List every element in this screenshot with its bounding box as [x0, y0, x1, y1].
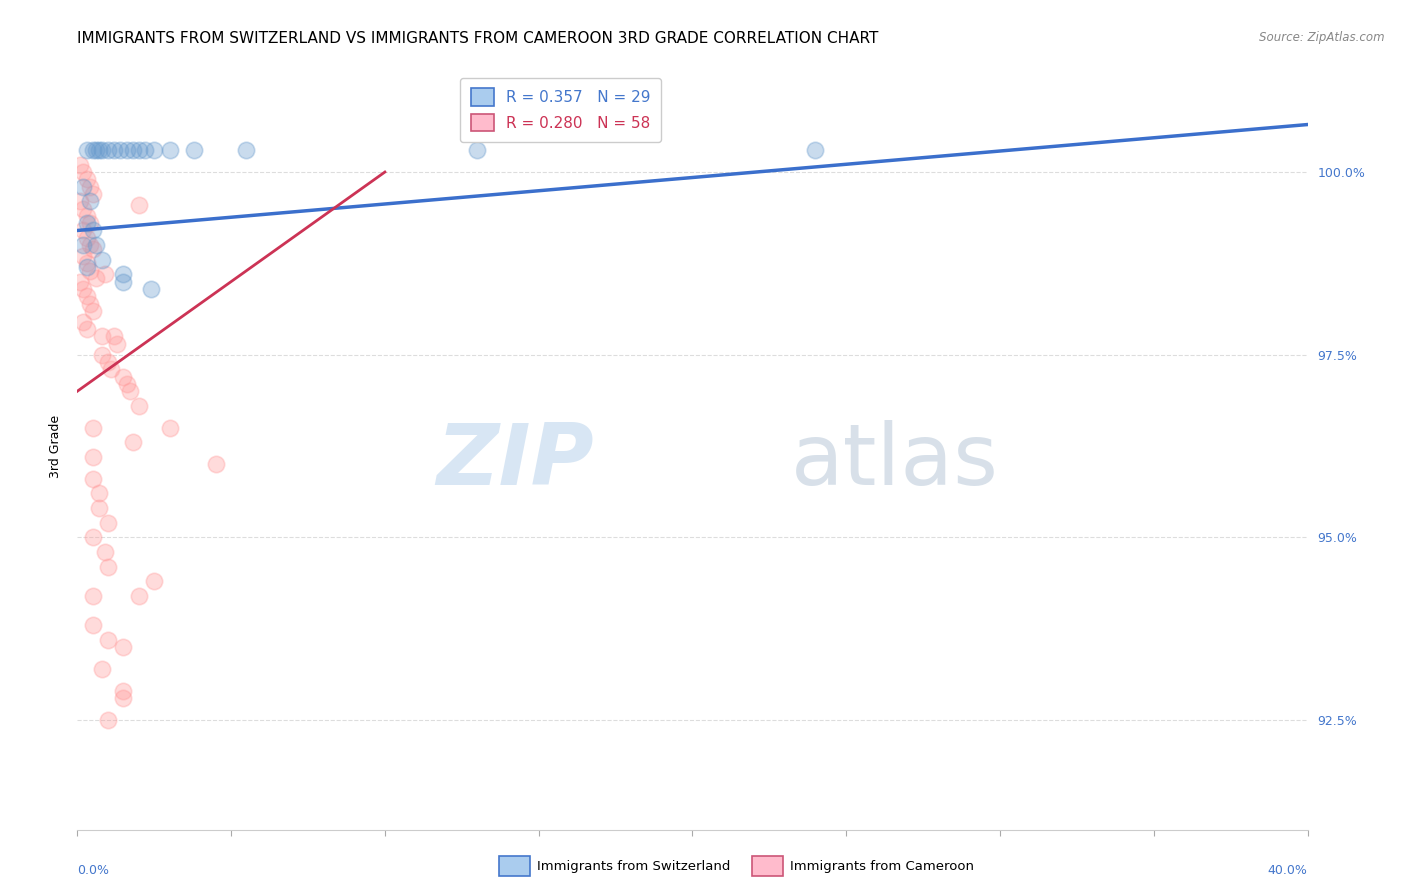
Point	[72, 223, 94, 237]
Point	[84, 143, 107, 157]
Point	[183, 143, 205, 157]
Point	[76, 143, 98, 157]
Point	[141, 282, 163, 296]
Point	[112, 691, 135, 706]
Text: ZIP: ZIP	[436, 420, 595, 503]
Text: 40.0%: 40.0%	[1268, 864, 1308, 878]
Point	[235, 143, 257, 157]
Point	[69, 275, 91, 289]
Point	[82, 589, 104, 603]
Point	[82, 618, 104, 632]
Point	[112, 369, 135, 384]
Point	[82, 450, 104, 464]
Point	[82, 303, 104, 318]
Point	[204, 457, 226, 471]
Point	[76, 172, 98, 186]
Point	[90, 348, 114, 362]
Point	[159, 143, 181, 157]
Point	[143, 143, 166, 157]
Point	[72, 238, 94, 252]
Point	[79, 194, 101, 209]
Point	[105, 336, 128, 351]
Point	[97, 516, 120, 530]
Point	[97, 143, 120, 157]
Point	[97, 355, 120, 369]
Point	[76, 260, 98, 274]
Point	[84, 271, 107, 285]
Point	[128, 399, 150, 413]
Legend: R = 0.357   N = 29, R = 0.280   N = 58: R = 0.357 N = 29, R = 0.280 N = 58	[460, 78, 661, 142]
Point	[134, 143, 156, 157]
Point	[76, 256, 98, 270]
Point	[82, 143, 104, 157]
Point	[82, 223, 104, 237]
Point	[69, 158, 91, 172]
Point	[143, 574, 166, 589]
Point	[72, 249, 94, 263]
Point	[121, 435, 143, 450]
Point	[115, 143, 138, 157]
Point	[82, 242, 104, 256]
Point	[76, 216, 98, 230]
Point	[72, 315, 94, 329]
Point	[159, 421, 181, 435]
Point	[103, 143, 125, 157]
Point	[87, 486, 110, 500]
Point	[112, 640, 135, 654]
Point	[804, 143, 827, 157]
Point	[87, 501, 110, 516]
Point	[79, 238, 101, 252]
Point	[82, 186, 104, 201]
Point	[90, 662, 114, 676]
Point	[76, 289, 98, 303]
Point	[94, 268, 117, 282]
Point	[90, 143, 114, 157]
Point	[82, 530, 104, 544]
Text: Source: ZipAtlas.com: Source: ZipAtlas.com	[1260, 31, 1385, 45]
Point	[82, 421, 104, 435]
Point	[90, 329, 114, 343]
Point	[100, 362, 122, 376]
Text: Immigrants from Switzerland: Immigrants from Switzerland	[537, 860, 731, 872]
Point	[69, 194, 91, 209]
Point	[128, 143, 150, 157]
Point	[94, 545, 117, 559]
Point	[112, 275, 135, 289]
Point	[115, 376, 138, 391]
Point	[84, 238, 107, 252]
Point	[76, 322, 98, 336]
Text: 0.0%: 0.0%	[77, 864, 110, 878]
Point	[465, 143, 488, 157]
Point	[110, 143, 132, 157]
Point	[79, 296, 101, 310]
Text: Immigrants from Cameroon: Immigrants from Cameroon	[790, 860, 974, 872]
Point	[82, 472, 104, 486]
Point	[79, 216, 101, 230]
Point	[76, 231, 98, 245]
Point	[76, 209, 98, 223]
Point	[103, 329, 125, 343]
Y-axis label: 3rd Grade: 3rd Grade	[49, 415, 62, 477]
Point	[72, 202, 94, 216]
Point	[72, 282, 94, 296]
Point	[87, 143, 110, 157]
Point	[72, 179, 94, 194]
Point	[128, 589, 150, 603]
Point	[112, 268, 135, 282]
Point	[97, 713, 120, 727]
Point	[128, 198, 150, 212]
Point	[79, 179, 101, 194]
Text: atlas: atlas	[792, 420, 998, 503]
Point	[118, 384, 141, 399]
Point	[112, 683, 135, 698]
Point	[97, 632, 120, 647]
Point	[72, 165, 94, 179]
Text: IMMIGRANTS FROM SWITZERLAND VS IMMIGRANTS FROM CAMEROON 3RD GRADE CORRELATION CH: IMMIGRANTS FROM SWITZERLAND VS IMMIGRANT…	[77, 31, 879, 46]
Point	[79, 263, 101, 277]
Point	[90, 252, 114, 267]
Point	[121, 143, 143, 157]
Point	[97, 559, 120, 574]
